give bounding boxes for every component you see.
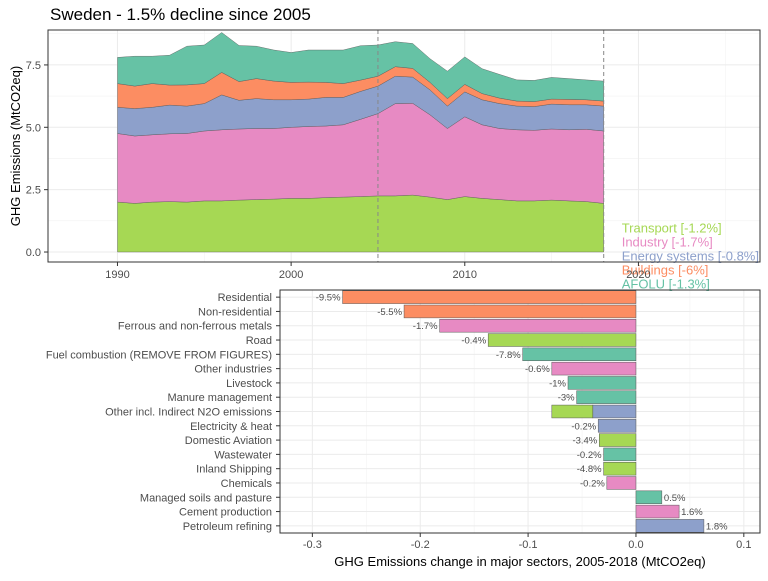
bar	[635, 519, 705, 533]
bar	[403, 304, 637, 319]
y-tick-label: 2.5	[26, 185, 41, 197]
series-label-afolu: AFOLU [-1.3%]	[622, 277, 710, 292]
category-label: Manure management	[167, 392, 272, 404]
bar	[576, 390, 637, 404]
x-tick-label: -0.2	[411, 539, 430, 551]
category-label: Cement production	[179, 507, 272, 519]
category-label: Domestic Aviation	[185, 435, 272, 447]
x-axis-title: GHG Emissions change in major sectors, 2…	[334, 554, 705, 569]
y-tick-label: 7.5	[26, 60, 41, 72]
x-tick-label: 2020	[626, 269, 650, 281]
bar-segment	[592, 404, 637, 419]
x-tick-label: 2010	[453, 269, 477, 281]
y-tick-label: 5.0	[26, 122, 41, 134]
x-tick-label: -0.1	[519, 539, 538, 551]
x-tick-label: 0.0	[628, 539, 643, 551]
bar-data-label: -0.2%	[580, 478, 605, 489]
category-label: Ferrous and non-ferrous metals	[118, 321, 273, 333]
panel-border-top	[47, 29, 761, 263]
bar-data-label: -0.2%	[577, 450, 602, 461]
x-tick-label: 0.1	[736, 539, 751, 551]
series-label-transport: Transport [-1.2%]	[622, 221, 722, 236]
bar	[439, 319, 637, 333]
bar-data-label: 1.6%	[681, 507, 703, 518]
x-tick-label: 1990	[105, 269, 129, 281]
bar-data-label: 0.5%	[664, 493, 686, 504]
bar	[487, 333, 637, 347]
x-tick-label: -0.3	[303, 539, 322, 551]
category-label: Residential	[218, 292, 272, 304]
bar-segment	[551, 404, 594, 419]
bar	[599, 433, 637, 447]
category-label: Petroleum refining	[183, 521, 272, 533]
bar-data-label: -9.5%	[316, 293, 341, 304]
area-transport	[117, 194, 604, 253]
bar-data-label: -3.4%	[572, 436, 597, 447]
category-label: Livestock	[226, 378, 272, 390]
category-label: Non-residential	[198, 306, 272, 318]
y-tick-label: 0.0	[26, 247, 41, 259]
panel-border-bottom	[279, 289, 761, 534]
category-label: Electricity & heat	[190, 421, 272, 433]
bar-data-label: -1.7%	[413, 321, 438, 332]
category-label: Other industries	[194, 364, 272, 376]
category-label: Chemicals	[221, 478, 273, 490]
y-axis-title: GHG Emissions (MtCO2eq)	[8, 66, 23, 226]
category-label: Fuel combustion (REMOVE FROM FIGURES)	[46, 349, 272, 361]
bar	[522, 347, 637, 362]
bar	[635, 504, 680, 519]
bar-data-label: -0.2%	[571, 421, 596, 432]
bar	[342, 290, 637, 304]
series-label-energy: Energy systems [-0.8%]	[622, 249, 759, 264]
category-label: Inland Shipping	[196, 464, 272, 476]
bar	[635, 490, 663, 504]
bar-data-label: -0.6%	[525, 364, 550, 375]
bar-data-label: -1%	[549, 378, 566, 389]
bar-data-label: 1.8%	[706, 521, 728, 532]
category-label: Managed soils and pasture	[140, 492, 272, 504]
bar-data-label: -7.8%	[496, 350, 521, 361]
bar-data-label: -5.5%	[377, 307, 402, 318]
series-label-industry: Industry [-1.7%]	[622, 235, 713, 250]
bar-data-label: -3%	[558, 393, 575, 404]
bar-data-label: -0.4%	[461, 336, 486, 347]
x-tick-label: 2000	[279, 269, 303, 281]
category-label: Wastewater	[214, 449, 272, 461]
bar	[597, 419, 637, 433]
series-label-buildings: Buildings [-6%]	[622, 263, 709, 278]
bar	[603, 447, 637, 462]
bar	[551, 361, 637, 376]
page-title: Sweden - 1.5% decline since 2005	[50, 5, 311, 24]
bar	[603, 461, 637, 476]
bar	[567, 376, 637, 390]
bar-data-label: -4.8%	[577, 464, 602, 475]
category-label: Other incl. Indirect N2O emissions	[105, 407, 272, 419]
category-label: Road	[246, 335, 272, 347]
bar	[606, 476, 637, 490]
